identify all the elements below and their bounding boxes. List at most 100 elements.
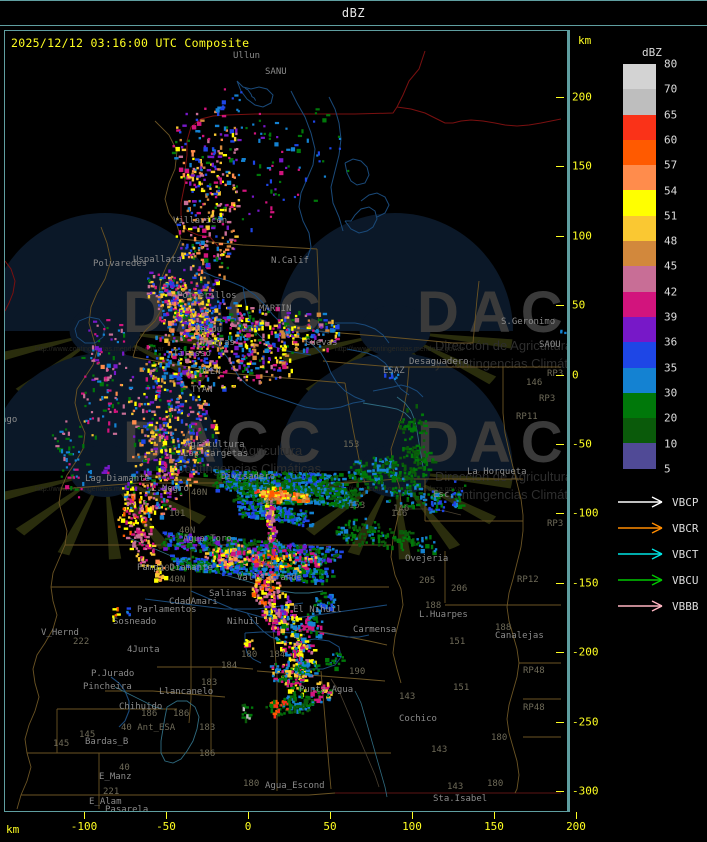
radar-echo-cell [192,458,195,462]
radar-echo-cell [147,277,150,280]
radar-echo-cell [315,487,321,490]
radar-echo-cell [149,372,152,376]
radar-echo-cell [265,201,268,204]
radar-echo-cell [226,174,229,177]
radar-echo-cell [250,486,253,491]
radar-echo-cell [266,514,272,518]
radar-echo-cell [236,331,239,336]
radar-echo-cell [177,404,182,408]
radar-echo-cell [323,487,327,492]
radar-echo-cell [133,476,137,479]
radar-echo-cell [270,518,274,521]
radar-echo-cell [60,449,64,454]
radar-echo-cell [243,313,246,316]
radar-echo-cell [270,491,275,497]
radar-echo-cell [219,302,222,305]
radar-echo-cell [299,522,303,525]
radar-plot-canvas[interactable]: DACCDACCDACCDACCDirección de Agricultura… [5,31,567,811]
radar-echo-cell [321,482,324,486]
radar-echo-cell [149,552,153,555]
radar-echo-cell [194,292,199,295]
radar-echo-cell [128,397,131,402]
radar-echo-cell [287,482,290,487]
radar-echo-cell [184,303,187,306]
radar-echo-cell [192,317,196,321]
radar-echo-cell [169,359,172,365]
radar-echo-cell [196,412,200,416]
radar-echo-cell [159,337,162,342]
radar-echo-cell [173,465,177,469]
radar-echo-cell [144,535,147,538]
radar-echo-cell [273,515,278,519]
radar-echo-cell [188,325,191,328]
radar-echo-cell [185,352,191,356]
radar-echo-cell [191,245,195,248]
radar-echo-cell [188,289,191,292]
radar-echo-cell [183,307,187,311]
radar-echo-cell [70,485,73,491]
radar-echo-cell [331,319,334,325]
radar-echo-cell [251,348,257,354]
radar-echo-cell [172,296,175,300]
radar-echo-cell [270,189,273,194]
radar-echo-cell [136,528,141,534]
radar-echo-cell [172,340,175,343]
radar-echo-cell [413,461,417,464]
radar-echo-cell [159,424,162,429]
road [330,678,380,788]
radar-echo-cell [194,255,197,258]
radar-echo-cell [404,425,407,428]
radar-echo-cell [219,180,223,185]
radar-echo-cell [240,314,244,317]
radar-plot-frame[interactable]: DACCDACCDACCDACCDirección de Agricultura… [4,30,568,812]
radar-echo-cell [208,262,211,266]
radar-echo-cell [99,382,104,387]
radar-echo-cell [325,479,329,483]
radar-echo-cell [166,290,172,293]
radar-echo-cell [207,138,210,144]
radar-echo-cell [215,469,219,473]
radar-echo-cell [189,326,194,329]
radar-echo-cell [74,488,79,491]
radar-echo-cell [266,479,270,483]
radar-echo-cell [217,189,220,193]
radar-echo-cell [184,356,187,359]
radar-echo-cell [266,510,269,513]
radar-echo-cell [185,311,190,314]
radar-echo-cell [234,487,237,492]
radar-echo-cell [159,458,162,461]
radar-echo-cell [181,324,184,327]
radar-echo-cell [265,523,269,526]
radar-echo-cell [272,544,277,548]
radar-echo-cell [262,488,265,491]
radar-echo-cell [310,500,313,505]
radar-echo-cell [195,362,198,365]
radar-echo-cell [292,521,297,525]
radar-echo-cell [265,370,268,373]
radar-echo-cell [201,218,204,223]
radar-echo-cell [377,526,381,529]
radar-echo-cell [252,123,255,126]
radar-echo-cell [185,484,189,487]
radar-echo-cell [288,512,292,516]
radar-echo-cell [122,332,125,335]
radar-echo-cell [183,282,186,285]
radar-echo-cell [200,302,203,305]
radar-echo-cell [192,310,195,313]
radar-echo-cell [172,375,177,378]
radar-echo-cell [401,548,405,552]
radar-echo-cell [370,478,375,482]
radar-echo-cell [231,133,235,138]
radar-echo-cell [86,463,91,466]
radar-echo-cell [197,294,201,300]
radar-echo-cell [171,333,175,336]
radar-echo-cell [199,166,203,171]
radar-echo-cell [250,328,254,331]
radar-echo-cell [175,533,179,536]
radar-echo-cell [195,454,198,458]
radar-echo-cell [409,467,412,470]
radar-echo-cell [140,463,144,466]
radar-echo-cell [143,392,146,396]
radar-echo-cell [298,496,301,500]
radar-echo-cell [282,332,286,335]
